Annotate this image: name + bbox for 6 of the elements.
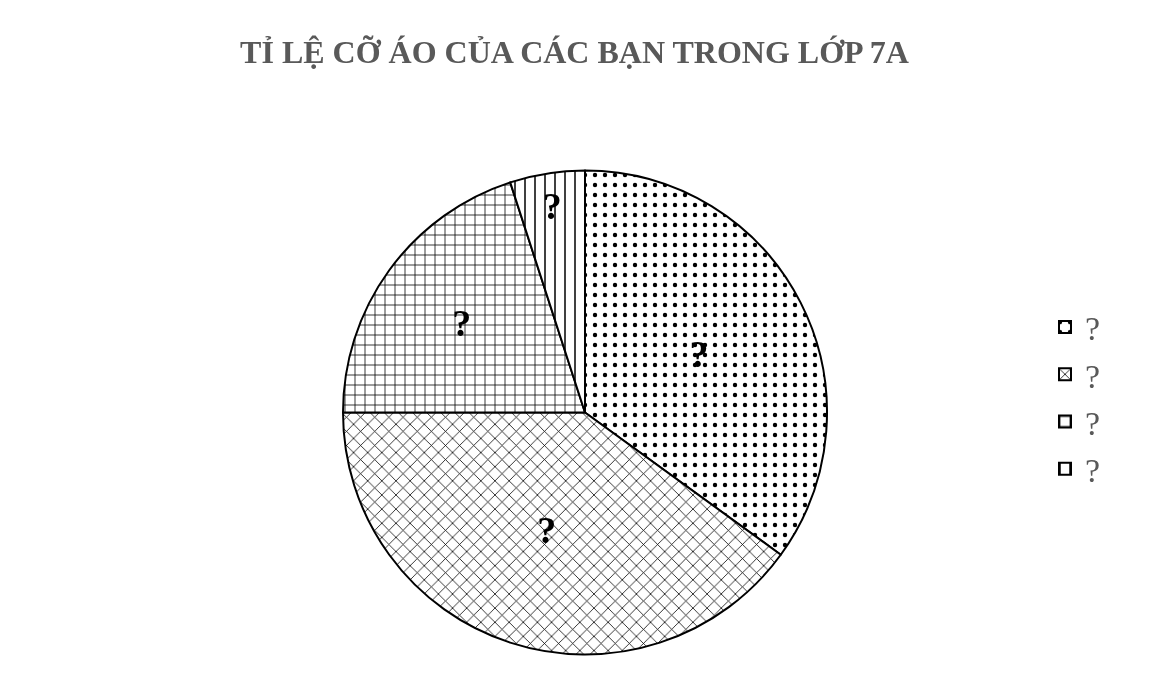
- data-label: ?: [452, 301, 472, 344]
- chart-title: TỈ LỆ CỠ ÁO CỦA CÁC BẠN TRONG LỚP 7A: [240, 34, 909, 71]
- legend-label: ?: [1085, 357, 1101, 395]
- legend-label: ?: [1085, 310, 1101, 348]
- legend-label: ?: [1085, 404, 1101, 442]
- legend-label: ?: [1085, 451, 1101, 489]
